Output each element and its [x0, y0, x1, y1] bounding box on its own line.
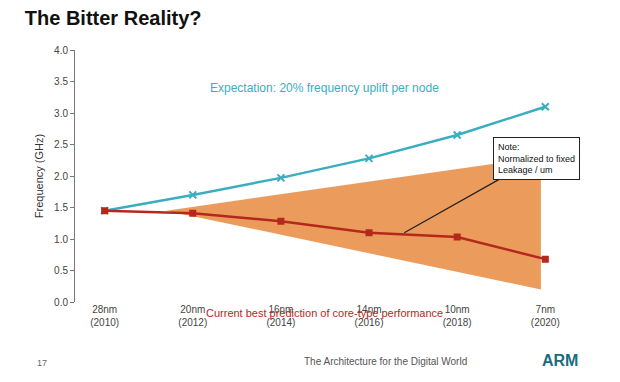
svg-text:14nm(2016): 14nm(2016) — [355, 304, 384, 328]
svg-text:ARM: ARM — [542, 352, 578, 369]
svg-text:20nm(2012): 20nm(2012) — [178, 304, 207, 328]
svg-text:10nm(2018): 10nm(2018) — [443, 304, 472, 328]
svg-text:The Bitter Reality?: The Bitter Reality? — [25, 7, 202, 29]
svg-text:Frequency (GHz): Frequency (GHz) — [33, 134, 45, 218]
svg-text:0.5: 0.5 — [54, 265, 68, 276]
svg-text:Current best prediction of cor: Current best prediction of core-type per… — [206, 307, 443, 319]
svg-text:2.5: 2.5 — [54, 139, 68, 150]
svg-text:The Architecture for the Digit: The Architecture for the Digital World — [304, 356, 467, 367]
svg-text:3.5: 3.5 — [54, 76, 68, 87]
svg-text:1.0: 1.0 — [54, 234, 68, 245]
svg-text:3.0: 3.0 — [54, 108, 68, 119]
svg-text:Expectation: 20% frequency upl: Expectation: 20% frequency uplift per no… — [210, 81, 439, 95]
svg-text:7nm(2020): 7nm(2020) — [531, 304, 560, 328]
svg-text:28nm(2010): 28nm(2010) — [90, 304, 119, 328]
svg-text:0.0: 0.0 — [54, 297, 68, 308]
svg-text:2.0: 2.0 — [54, 171, 68, 182]
svg-text:4.0: 4.0 — [54, 45, 68, 56]
svg-text:1.5: 1.5 — [54, 202, 68, 213]
svg-text:16nm(2014): 16nm(2014) — [266, 304, 295, 328]
svg-text:Note:Normalized to fixedLeakag: Note:Normalized to fixedLeakage / um — [498, 142, 575, 175]
svg-text:17: 17 — [37, 358, 47, 368]
